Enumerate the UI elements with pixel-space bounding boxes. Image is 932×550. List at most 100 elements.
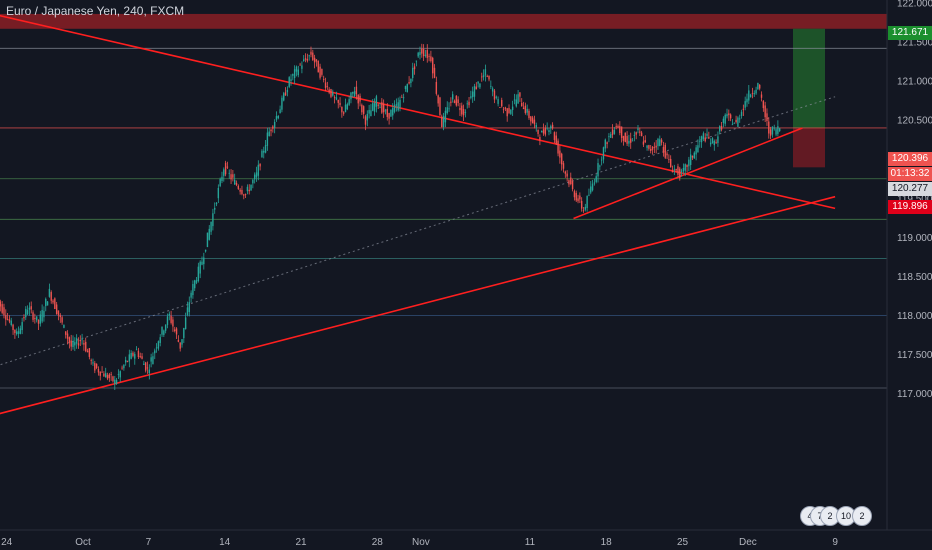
candle[interactable] bbox=[313, 57, 316, 63]
candle[interactable] bbox=[357, 94, 359, 104]
candle[interactable] bbox=[686, 164, 688, 168]
candle[interactable] bbox=[473, 86, 476, 97]
candle[interactable] bbox=[94, 363, 96, 371]
candle[interactable] bbox=[751, 93, 754, 95]
candle[interactable] bbox=[542, 129, 545, 134]
candle[interactable] bbox=[377, 104, 379, 106]
candle[interactable] bbox=[582, 210, 585, 212]
candle[interactable] bbox=[81, 339, 83, 341]
candle[interactable] bbox=[206, 232, 209, 248]
candle[interactable] bbox=[773, 127, 775, 129]
candle[interactable] bbox=[435, 81, 438, 94]
candle[interactable] bbox=[297, 69, 299, 76]
candle[interactable] bbox=[551, 124, 554, 129]
candle[interactable] bbox=[188, 302, 190, 313]
candle[interactable] bbox=[28, 307, 31, 310]
candle[interactable] bbox=[379, 107, 381, 109]
candle[interactable] bbox=[515, 99, 517, 107]
candle[interactable] bbox=[639, 131, 641, 133]
candle[interactable] bbox=[579, 195, 581, 200]
candle[interactable] bbox=[154, 350, 156, 354]
candle[interactable] bbox=[493, 90, 496, 100]
candle[interactable] bbox=[624, 132, 626, 142]
candle[interactable] bbox=[23, 316, 25, 319]
candle[interactable] bbox=[68, 337, 71, 343]
candle[interactable] bbox=[232, 174, 234, 178]
candle[interactable] bbox=[511, 106, 514, 111]
candle[interactable] bbox=[57, 310, 60, 316]
candle[interactable] bbox=[466, 103, 468, 105]
candle[interactable] bbox=[168, 313, 170, 316]
candle[interactable] bbox=[541, 130, 543, 133]
candle[interactable] bbox=[241, 189, 243, 195]
candle[interactable] bbox=[46, 301, 49, 306]
candle[interactable] bbox=[26, 310, 29, 315]
candle[interactable] bbox=[613, 130, 616, 134]
candle[interactable] bbox=[88, 348, 91, 357]
candle[interactable] bbox=[323, 79, 325, 80]
candle[interactable] bbox=[497, 99, 499, 104]
candle[interactable] bbox=[522, 107, 525, 110]
candle[interactable] bbox=[3, 307, 5, 316]
candle[interactable] bbox=[364, 116, 367, 125]
candle[interactable] bbox=[259, 163, 261, 167]
candle[interactable] bbox=[535, 124, 537, 128]
candle[interactable] bbox=[644, 140, 646, 143]
candle[interactable] bbox=[190, 292, 192, 298]
candle[interactable] bbox=[560, 153, 563, 165]
trendline[interactable] bbox=[0, 14, 836, 210]
candle[interactable] bbox=[700, 136, 703, 143]
candle[interactable] bbox=[134, 353, 136, 359]
candle[interactable] bbox=[99, 371, 101, 376]
candle[interactable] bbox=[85, 341, 87, 352]
candle[interactable] bbox=[348, 99, 350, 105]
candle[interactable] bbox=[482, 75, 485, 78]
candle[interactable] bbox=[179, 342, 181, 349]
candle[interactable] bbox=[101, 371, 103, 373]
candle[interactable] bbox=[250, 184, 252, 191]
candle[interactable] bbox=[717, 136, 719, 143]
candle[interactable] bbox=[659, 139, 661, 146]
candle[interactable] bbox=[646, 145, 648, 148]
candle[interactable] bbox=[199, 261, 201, 274]
candle[interactable] bbox=[759, 84, 761, 89]
candle[interactable] bbox=[321, 69, 323, 75]
candle[interactable] bbox=[748, 90, 750, 101]
candle[interactable] bbox=[426, 49, 428, 58]
candle[interactable] bbox=[135, 349, 138, 351]
candle[interactable] bbox=[777, 126, 779, 134]
candle[interactable] bbox=[749, 94, 752, 98]
candle[interactable] bbox=[217, 188, 220, 199]
candle[interactable] bbox=[668, 159, 670, 161]
candle[interactable] bbox=[455, 95, 458, 106]
candle[interactable] bbox=[312, 52, 314, 60]
candle[interactable] bbox=[501, 100, 503, 107]
resistance-zone[interactable] bbox=[0, 13, 887, 29]
candle[interactable] bbox=[524, 105, 527, 114]
candle[interactable] bbox=[197, 266, 200, 282]
candle[interactable] bbox=[275, 116, 278, 120]
candle[interactable] bbox=[412, 67, 414, 79]
candle[interactable] bbox=[682, 167, 685, 172]
candle[interactable] bbox=[744, 101, 746, 108]
candle[interactable] bbox=[599, 165, 601, 167]
candle[interactable] bbox=[148, 369, 151, 374]
candle[interactable] bbox=[341, 106, 343, 113]
candle[interactable] bbox=[677, 166, 679, 175]
candle[interactable] bbox=[146, 367, 149, 369]
candle[interactable] bbox=[395, 104, 398, 106]
candle[interactable] bbox=[704, 137, 706, 142]
candle[interactable] bbox=[103, 373, 105, 377]
candle[interactable] bbox=[415, 60, 418, 62]
candle[interactable] bbox=[110, 374, 112, 376]
candle[interactable] bbox=[144, 362, 147, 371]
candle[interactable] bbox=[194, 280, 196, 289]
candle[interactable] bbox=[526, 108, 528, 113]
candle[interactable] bbox=[150, 357, 152, 362]
candle[interactable] bbox=[54, 298, 56, 310]
candle[interactable] bbox=[680, 170, 683, 172]
candle[interactable] bbox=[8, 319, 11, 322]
candle[interactable] bbox=[575, 192, 577, 201]
candle[interactable] bbox=[635, 132, 637, 135]
candle[interactable] bbox=[115, 379, 118, 384]
